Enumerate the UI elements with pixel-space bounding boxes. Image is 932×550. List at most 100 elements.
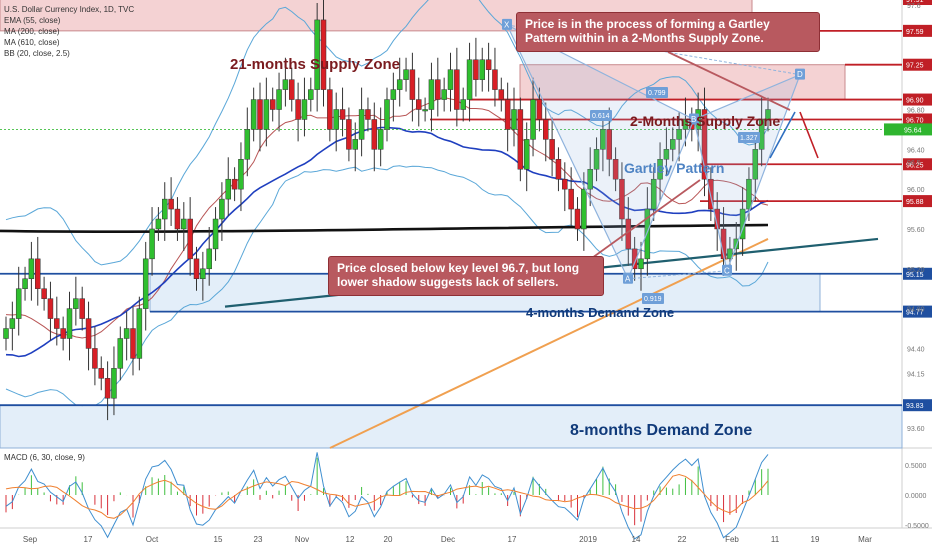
projection-down bbox=[799, 111, 819, 159]
candle-body-11 bbox=[73, 298, 79, 309]
macd-tick-0: 0.5000 bbox=[905, 463, 927, 470]
callout-key-level: Price closed below key level 96.7, but l… bbox=[328, 256, 604, 296]
legend-ma200[interactable]: MA (200, close) bbox=[4, 27, 60, 36]
y-tick-6: 94.40 bbox=[907, 346, 925, 353]
candle-body-42 bbox=[269, 99, 276, 110]
candle-body-86 bbox=[549, 139, 555, 160]
candle-body-92 bbox=[587, 168, 593, 190]
zone-21m-label: 21-months Supply Zone bbox=[230, 56, 401, 73]
legend-ema55[interactable]: EMA (55, close) bbox=[4, 16, 61, 25]
x-tick-8: Dec bbox=[441, 535, 455, 544]
candle-body-97 bbox=[619, 178, 625, 220]
candle-body-59 bbox=[377, 129, 384, 150]
level-tag-0 bbox=[903, 0, 932, 6]
candle-body-96 bbox=[612, 159, 619, 180]
candle-body-53 bbox=[339, 109, 346, 120]
candle-body-110 bbox=[701, 109, 708, 180]
gartley-point-a bbox=[623, 272, 633, 284]
candle-body-49 bbox=[314, 19, 320, 90]
candle-body-95 bbox=[606, 129, 612, 160]
candle-body-10 bbox=[66, 308, 73, 339]
y-tick-7: 94.15 bbox=[907, 371, 925, 378]
gartley-xd bbox=[506, 24, 801, 76]
candle-body-106 bbox=[676, 129, 682, 140]
candle-body-70 bbox=[447, 69, 454, 90]
candle-body-68 bbox=[435, 79, 441, 100]
candle-body-7 bbox=[47, 298, 54, 319]
gartley-ratio-1: 0.614 bbox=[592, 113, 610, 120]
y-tick-2: 96.00 bbox=[907, 187, 925, 194]
candle-body-2 bbox=[15, 288, 22, 319]
candle-body-4 bbox=[28, 258, 35, 280]
gartley-ratio-0: 0.799 bbox=[648, 90, 666, 97]
gartley-point-x bbox=[502, 18, 512, 30]
candle-body-48 bbox=[308, 89, 314, 100]
gartley-bcd bbox=[693, 73, 802, 273]
legend-ma610[interactable]: MA (610, close) bbox=[4, 38, 60, 47]
candle-body-36 bbox=[231, 178, 238, 190]
candle-body-52 bbox=[333, 109, 339, 130]
candle-body-73 bbox=[466, 59, 473, 100]
candle-body-107 bbox=[682, 119, 689, 130]
y-tick-5: 94.80 bbox=[907, 307, 925, 314]
zone-4m-label: 4-months Demand Zone bbox=[526, 305, 675, 320]
level-label-0: 97.91 bbox=[906, 0, 924, 4]
candle-body-54 bbox=[346, 119, 352, 150]
candle-body-118 bbox=[752, 149, 759, 180]
level-label-8: 94.77 bbox=[906, 310, 924, 317]
candle-body-85 bbox=[543, 119, 549, 140]
gartley-point-label-x: X bbox=[504, 20, 510, 29]
gartley-point-c bbox=[722, 264, 732, 276]
candle-body-15 bbox=[98, 368, 104, 379]
x-tick-6: 12 bbox=[346, 535, 355, 544]
candle-body-23 bbox=[149, 228, 155, 260]
y-tick-3: 95.60 bbox=[907, 227, 925, 234]
candle-body-45 bbox=[289, 79, 295, 100]
legend-bb[interactable]: BB (20, close, 2.5) bbox=[4, 49, 70, 58]
gartley-ratio-2: 1.327 bbox=[740, 135, 758, 142]
level-label-7: 95.15 bbox=[906, 272, 924, 279]
candle-body-101 bbox=[644, 208, 651, 260]
candle-body-62 bbox=[396, 79, 403, 90]
gartley-ratio-3: 0.919 bbox=[644, 296, 662, 303]
candle-body-91 bbox=[581, 188, 587, 230]
candle-body-76 bbox=[485, 59, 492, 70]
legend-title: U.S. Dollar Currency Index, 1D, TVC bbox=[4, 5, 135, 14]
candle-body-39 bbox=[250, 99, 257, 130]
candle-body-33 bbox=[212, 218, 219, 250]
candle-body-24 bbox=[155, 218, 162, 230]
gartley-point-label-a: A bbox=[625, 274, 631, 283]
macd-label: MACD (6, 30, close, 9) bbox=[4, 453, 85, 462]
level-label-5: 96.25 bbox=[906, 162, 924, 169]
y-tick-8: 93.60 bbox=[907, 426, 925, 433]
y-tick-4: 95.20 bbox=[907, 267, 925, 274]
y-tick-0: 96.80 bbox=[907, 108, 925, 115]
candle-body-17 bbox=[111, 368, 117, 399]
level-tag-4 bbox=[903, 113, 932, 126]
candle-body-31 bbox=[200, 268, 206, 280]
candle-body-55 bbox=[352, 139, 358, 150]
candle-body-27 bbox=[174, 208, 181, 230]
candle-body-51 bbox=[327, 89, 333, 130]
x-tick-3: 15 bbox=[214, 535, 223, 544]
candle-body-0 bbox=[3, 328, 9, 339]
x-tick-13: Feb bbox=[725, 535, 739, 544]
candle-body-69 bbox=[441, 89, 447, 100]
level-label-4: 96.70 bbox=[906, 117, 924, 124]
candle-body-16 bbox=[104, 378, 111, 399]
candle-body-40 bbox=[257, 99, 263, 130]
candle-body-1 bbox=[9, 318, 16, 329]
candle-body-18 bbox=[117, 338, 124, 369]
callout-mid-pointer bbox=[591, 179, 701, 259]
candle-body-64 bbox=[409, 69, 416, 100]
indicator-legend: U.S. Dollar Currency Index, 1D, TVC EMA … bbox=[4, 4, 134, 59]
candle-body-20 bbox=[130, 328, 136, 359]
candle-body-12 bbox=[79, 298, 85, 319]
candle-body-67 bbox=[428, 79, 435, 110]
candle-body-19 bbox=[123, 328, 130, 339]
zone-8m-box bbox=[0, 404, 903, 449]
x-tick-5: Nov bbox=[295, 535, 309, 544]
candle-body-14 bbox=[92, 348, 98, 369]
candle-body-88 bbox=[562, 178, 568, 190]
